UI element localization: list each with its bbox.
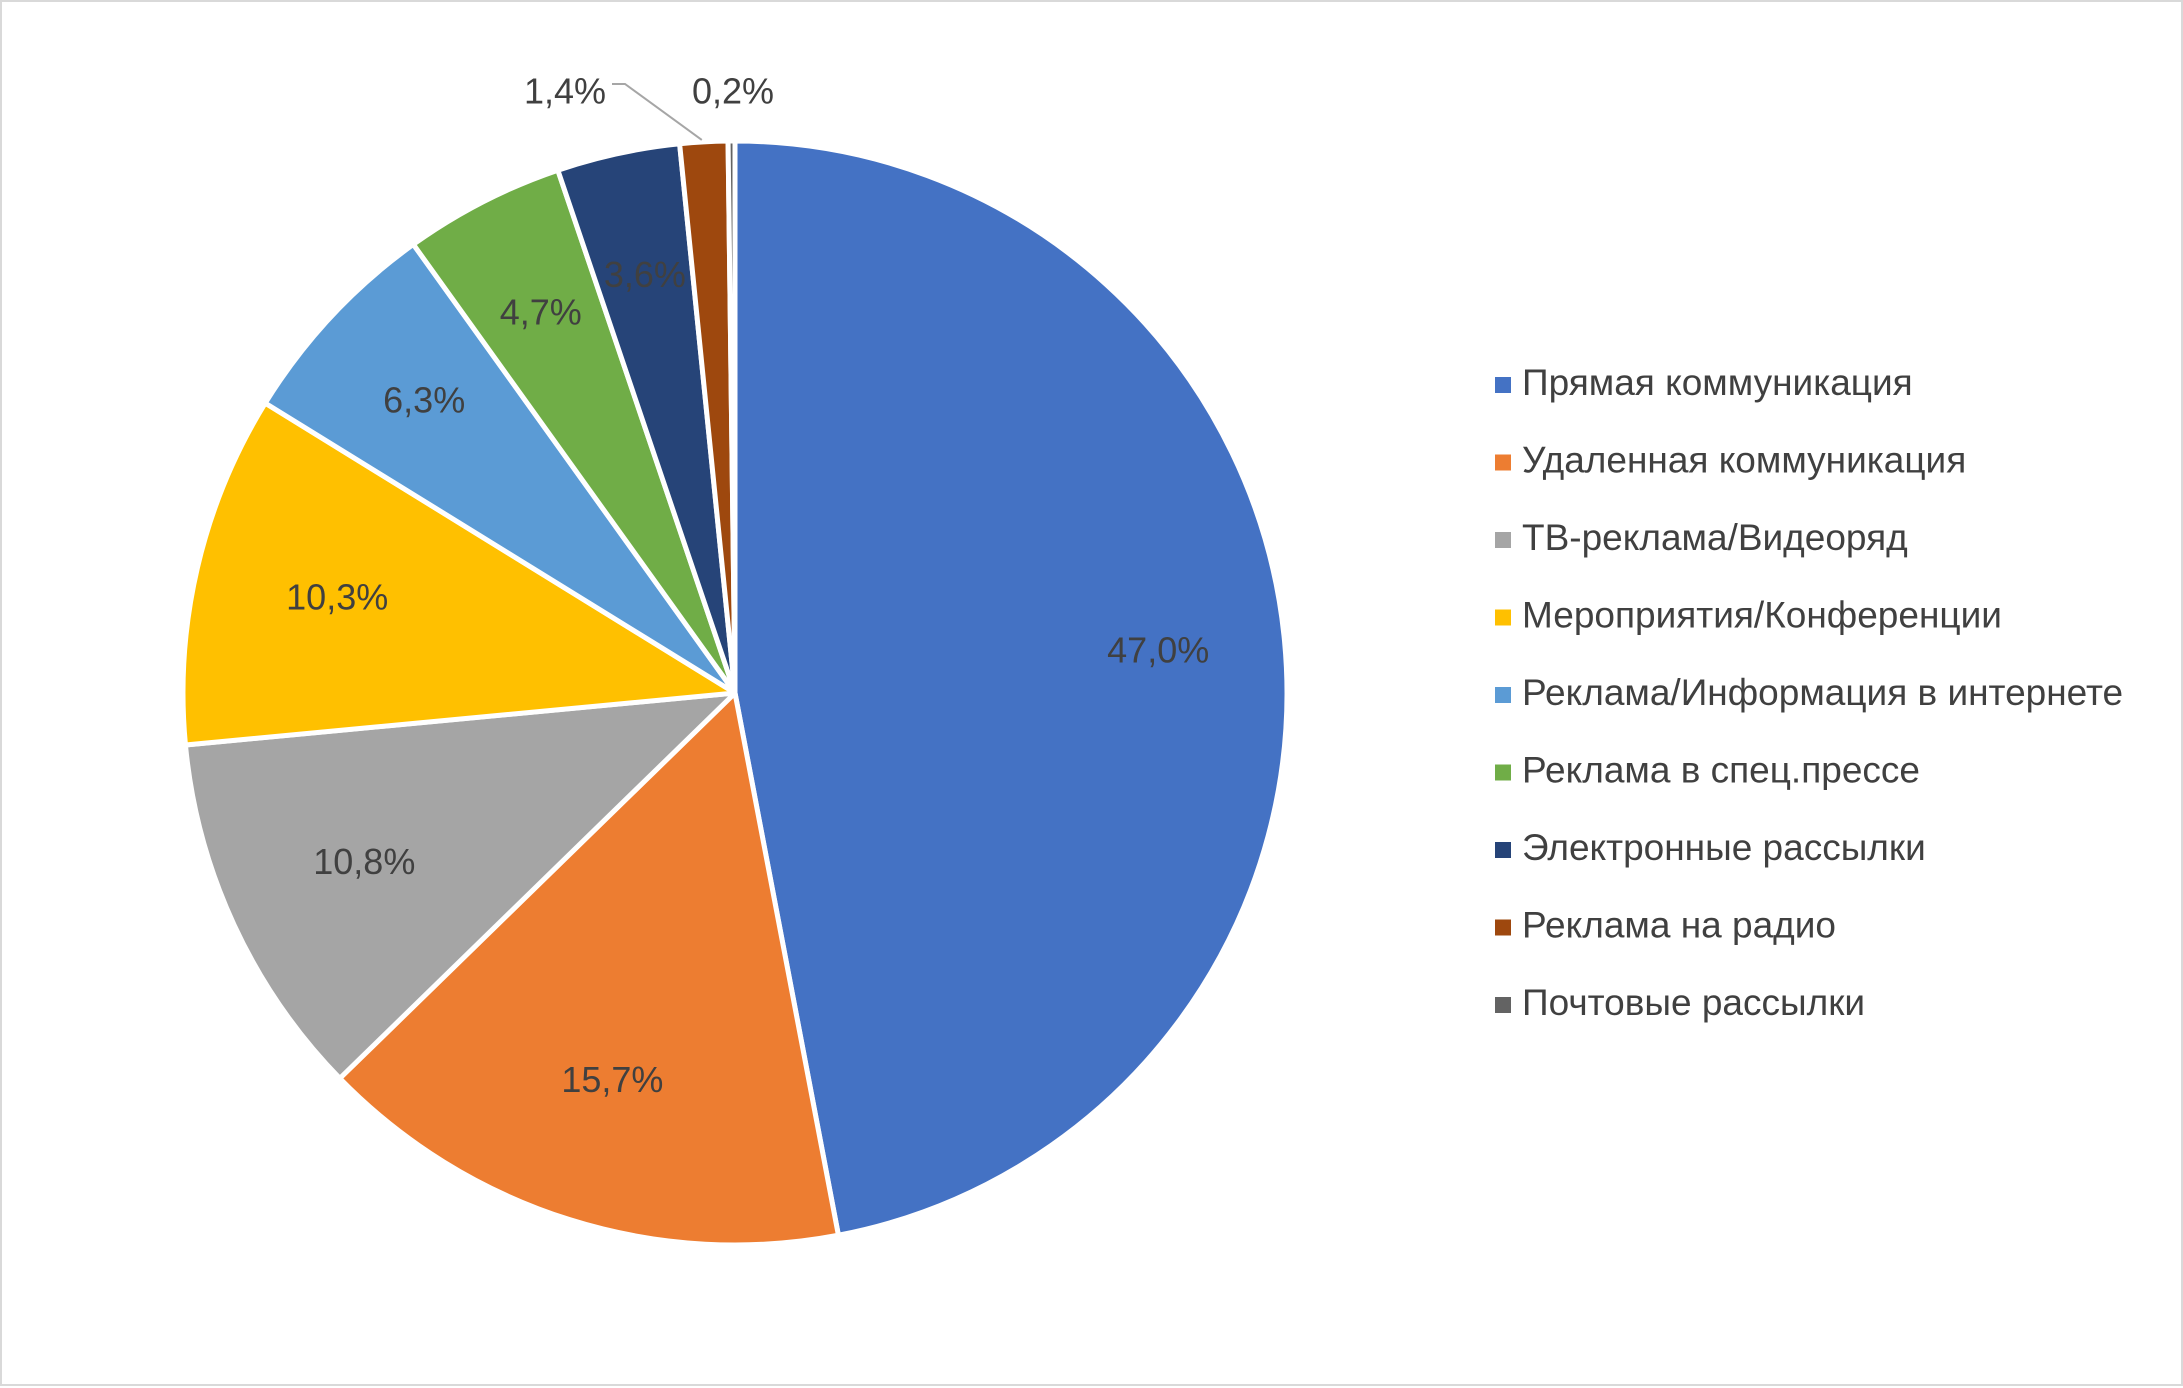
legend-marker-1 bbox=[1495, 377, 1511, 393]
pie-slice-1 bbox=[732, 138, 1290, 1238]
data-labels: 47,0% 15,7% 10,8% 10,3% 6,3% 4,7% 3,6% 1,4% 0,2% bbox=[286, 71, 1209, 1101]
legend-marker-5 bbox=[1495, 687, 1511, 703]
pie-slice-2 bbox=[337, 690, 841, 1248]
legend-marker-3 bbox=[1495, 532, 1511, 548]
legend-item-4: Мероприятия/Конференции bbox=[1495, 594, 2002, 635]
legend-item-7: Электронные рассылки bbox=[1495, 827, 1926, 868]
legend-label-8: Реклама на радио bbox=[1522, 904, 1836, 945]
legend-marker-6 bbox=[1495, 764, 1511, 781]
legend-marker-4 bbox=[1495, 609, 1511, 626]
legend-marker-7 bbox=[1495, 842, 1511, 858]
data-label-8: 1,4% bbox=[524, 71, 606, 112]
legend-label-5: Реклама/Информация в интернете bbox=[1522, 672, 2123, 713]
data-label-1: 47,0% bbox=[1107, 630, 1209, 671]
pie-slice-4 bbox=[180, 400, 738, 748]
legend-marker-2 bbox=[1495, 454, 1511, 471]
pie-slice-3 bbox=[182, 690, 738, 1081]
data-label-6: 4,7% bbox=[500, 291, 582, 332]
legend-item-9: Почтовые рассылки bbox=[1495, 982, 1865, 1023]
legend-label-9: Почтовые рассылки bbox=[1522, 982, 1865, 1023]
legend-label-4: Мероприятия/Конференции bbox=[1522, 594, 2002, 635]
pie-slice-6 bbox=[410, 167, 738, 696]
legend: Прямая коммуникация Удаленная коммуникаци… bbox=[1495, 362, 2123, 1023]
legend-item-5: Реклама/Информация в интернете bbox=[1495, 672, 2123, 713]
data-label-2: 15,7% bbox=[561, 1059, 663, 1100]
legend-item-8: Реклама на радио bbox=[1495, 904, 1836, 945]
legend-item-1: Прямая коммуникация bbox=[1495, 362, 1913, 403]
leader-line-8 bbox=[612, 83, 703, 141]
pie-slices bbox=[180, 138, 1290, 1248]
data-label-9: 0,2% bbox=[692, 71, 774, 112]
data-label-3: 10,8% bbox=[313, 841, 415, 882]
pie-slice-5 bbox=[262, 241, 738, 696]
pie-slice-9 bbox=[725, 138, 738, 696]
legend-label-1: Прямая коммуникация bbox=[1522, 362, 1913, 403]
legend-marker-9 bbox=[1495, 997, 1511, 1013]
data-label-5: 6,3% bbox=[383, 380, 465, 421]
legend-label-2: Удаленная коммуникация bbox=[1522, 439, 1966, 480]
legend-item-3: ТВ-реклама/Видеоряд bbox=[1495, 517, 1908, 558]
data-label-4: 10,3% bbox=[286, 577, 388, 618]
legend-marker-8 bbox=[1495, 919, 1511, 936]
leader-lines bbox=[612, 83, 703, 141]
legend-label-3: ТВ-реклама/Видеоряд bbox=[1522, 517, 1908, 558]
legend-item-2: Удаленная коммуникация bbox=[1495, 439, 1966, 480]
legend-item-6: Реклама в спец.прессе bbox=[1495, 749, 1920, 790]
legend-label-6: Реклама в спец.прессе bbox=[1522, 749, 1920, 790]
data-label-7: 3,6% bbox=[604, 254, 686, 295]
legend-label-7: Электронные рассылки bbox=[1522, 827, 1926, 868]
